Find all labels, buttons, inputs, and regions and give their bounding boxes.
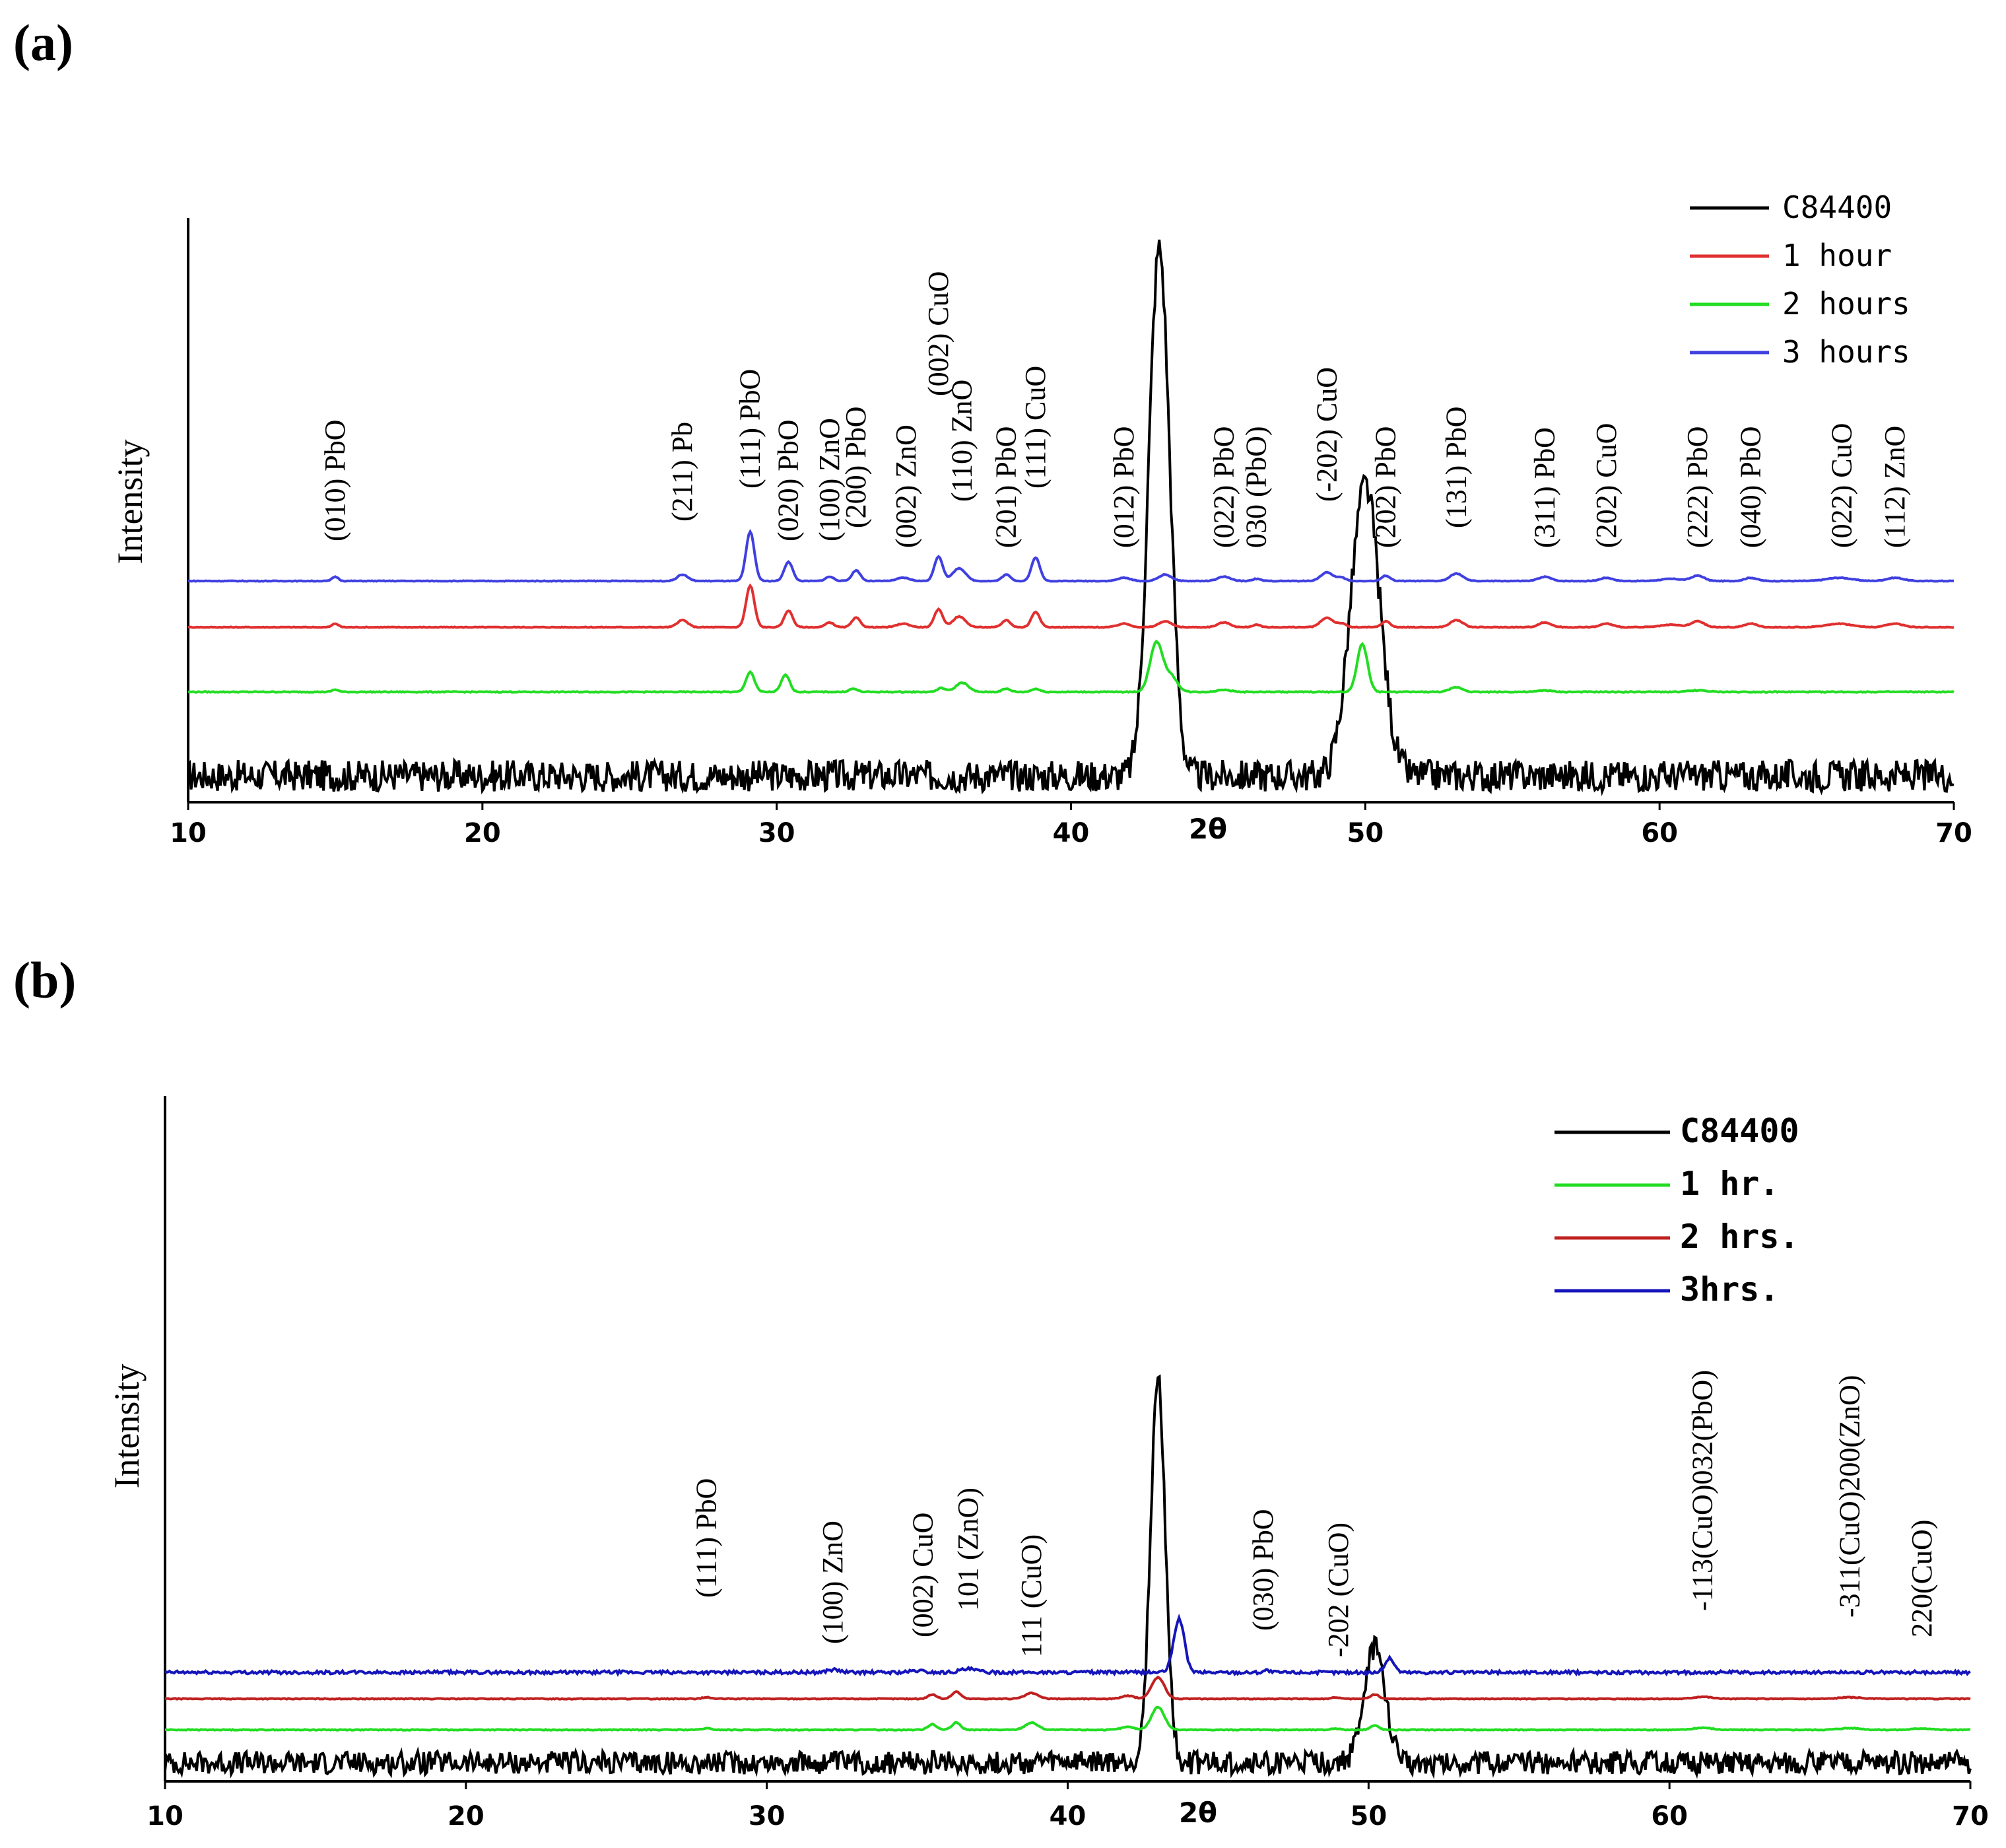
chart-a-peak-label: (040) PbO: [1734, 426, 1766, 548]
chart-a-series-1hour: [187, 583, 1955, 629]
chart-a-x-tick-label: 40: [1053, 818, 1090, 848]
chart-b-peak-label: (111) PbO: [690, 1478, 723, 1598]
chart-a-legend-label: 1 hour: [1782, 238, 1892, 273]
chart-b-peak-label: -113(CuO)032(PbO): [1686, 1370, 1718, 1611]
chart-a-peak-label: (222) PbO: [1681, 426, 1714, 548]
chart-b-peak-label: (002) CuO: [907, 1513, 939, 1637]
chart-a: 10 20 30 40 50 60 70 2θ Intensity C84400 1 hour 2 h…: [110, 189, 1972, 848]
chart-b-series-2hrs: [164, 1675, 1971, 1701]
chart-a-series-c84400: [187, 239, 1955, 796]
chart-a-peak-label: (020) PbO: [772, 419, 805, 541]
chart-a-peak-label: 030 (PbO): [1240, 426, 1272, 548]
chart-a-series-3hours: [187, 529, 1954, 583]
chart-b: 10 20 30 40 50 60 70 2θ Intensity C84400 1 hr. 2 hr…: [107, 1096, 1989, 1831]
chart-a-peak-label: (100) ZnO: [813, 418, 846, 541]
chart-b-legend-label: 2 hrs.: [1680, 1217, 1799, 1256]
chart-b-x-tick-label: 40: [1050, 1801, 1087, 1831]
chart-b-peak-label: -202 (CuO): [1322, 1523, 1354, 1657]
chart-b-x-tick-label: 70: [1952, 1801, 1989, 1831]
chart-a-series-2hours: [187, 639, 1955, 694]
chart-b-legend-label: 1 hr.: [1680, 1165, 1780, 1203]
chart-a-peak-label: (002) CuO: [922, 271, 954, 396]
chart-b-series-3hrs: [164, 1613, 1971, 1677]
chart-a-y-axis-label: Intensity: [110, 440, 150, 565]
chart-a-peak-label: (202) CuO: [1590, 423, 1622, 548]
chart-b-peak-label: 101 (ZnO): [952, 1488, 984, 1611]
chart-b-x-axis-label: 2θ: [1179, 1797, 1217, 1829]
chart-b-x-tick-label: 50: [1350, 1801, 1387, 1831]
chart-a-peak-label: (311) PbO: [1528, 427, 1560, 548]
chart-a-x-tick-label: 70: [1935, 818, 1972, 848]
chart-b-peak-label: (030) PbO: [1247, 1509, 1279, 1631]
chart-b-y-axis-label: Intensity: [107, 1364, 147, 1489]
chart-b-peak-label: (100) ZnO: [817, 1521, 849, 1644]
chart-a-x-tick-label: 60: [1641, 818, 1678, 848]
chart-b-legend-label: C84400: [1680, 1112, 1799, 1150]
chart-a-peak-label: (010) PbO: [319, 419, 351, 541]
chart-a-peak-label: (022) CuO: [1826, 423, 1858, 548]
chart-b-peak-label: -311(CuO)200(ZnO): [1834, 1375, 1866, 1618]
chart-a-peak-label: (202) PbO: [1370, 426, 1402, 548]
chart-a-legend-label: C84400: [1782, 189, 1892, 225]
chart-a-peak-label: (131) PbO: [1440, 406, 1473, 528]
panel-a-label: (a): [13, 14, 73, 71]
chart-b-x-tick-label: 20: [448, 1801, 485, 1831]
chart-b-x-tick-label: 60: [1651, 1801, 1688, 1831]
chart-b-series-c84400: [164, 1374, 1972, 1779]
panel-b-label: (b): [13, 951, 77, 1009]
chart-a-legend-label: 2 hours: [1782, 286, 1910, 322]
chart-a-peak-label: (022) PbO: [1207, 426, 1240, 548]
chart-b-legend-label: 3hrs.: [1680, 1270, 1780, 1309]
chart-a-x-tick-label: 10: [170, 818, 207, 848]
chart-a-peak-label: (012) PbO: [1108, 426, 1140, 548]
chart-a-x-tick-label: 50: [1347, 818, 1384, 848]
chart-a-peak-label: (111) PbO: [734, 369, 766, 489]
chart-b-peak-label: 111 (CuO): [1015, 1534, 1048, 1657]
chart-a-peak-label: (-202) CuO: [1310, 367, 1343, 502]
chart-a-peak-label: (110) ZnO: [946, 380, 978, 502]
chart-a-peak-label: (200) PbO: [840, 406, 872, 528]
chart-a-peak-label: (112) ZnO: [1879, 426, 1911, 548]
chart-a-x-tick-label: 20: [464, 818, 501, 848]
chart-a-peak-label: (211) Pb: [666, 422, 698, 522]
chart-a-x-tick-label: 30: [758, 818, 795, 848]
chart-b-series-1hr: [164, 1705, 1971, 1732]
chart-b-x-tick-label: 30: [749, 1801, 786, 1831]
chart-a-legend-label: 3 hours: [1782, 334, 1910, 370]
chart-a-peak-label: (201) PbO: [989, 426, 1022, 548]
chart-a-peak-label: (002) ZnO: [890, 425, 922, 548]
chart-b-x-tick-label: 10: [147, 1801, 184, 1831]
chart-a-peak-label: (111) CuO: [1019, 366, 1052, 489]
chart-b-peak-label: 220(CuO): [1906, 1520, 1938, 1637]
chart-a-x-axis-label: 2θ: [1189, 813, 1227, 845]
